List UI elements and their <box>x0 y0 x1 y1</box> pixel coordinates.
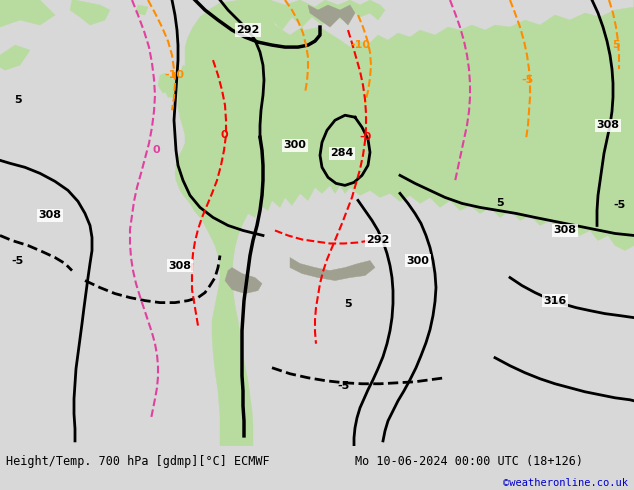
Text: 292: 292 <box>236 25 260 35</box>
Text: -10: -10 <box>164 70 184 80</box>
Text: 316: 316 <box>543 295 567 306</box>
Polygon shape <box>302 27 332 45</box>
Polygon shape <box>175 0 634 446</box>
Polygon shape <box>135 5 148 15</box>
Polygon shape <box>290 258 375 281</box>
Text: -5: -5 <box>338 381 350 391</box>
Text: 5: 5 <box>344 298 352 309</box>
Polygon shape <box>70 0 110 25</box>
Text: 308: 308 <box>39 210 61 221</box>
Text: 308: 308 <box>597 120 619 130</box>
Text: -5: -5 <box>12 255 24 266</box>
Text: Height/Temp. 700 hPa [gdmp][°C] ECMWF: Height/Temp. 700 hPa [gdmp][°C] ECMWF <box>6 455 270 468</box>
Text: 5: 5 <box>612 40 620 50</box>
Polygon shape <box>308 5 355 27</box>
Text: 5: 5 <box>14 95 22 105</box>
Text: 292: 292 <box>366 236 390 245</box>
Text: 284: 284 <box>330 148 354 158</box>
Polygon shape <box>158 73 172 93</box>
Text: 300: 300 <box>283 140 306 150</box>
Text: -5: -5 <box>614 200 626 210</box>
Polygon shape <box>0 0 55 27</box>
Text: 0: 0 <box>220 130 228 140</box>
Text: Mo 10-06-2024 00:00 UTC (18+126): Mo 10-06-2024 00:00 UTC (18+126) <box>355 455 583 468</box>
Text: -5: -5 <box>522 75 534 85</box>
Text: -10: -10 <box>350 40 370 50</box>
Polygon shape <box>268 0 385 30</box>
Text: 0: 0 <box>152 146 160 155</box>
Polygon shape <box>0 45 30 70</box>
Text: ©weatheronline.co.uk: ©weatheronline.co.uk <box>503 478 628 489</box>
Text: 308: 308 <box>169 261 191 270</box>
Text: 308: 308 <box>553 225 576 236</box>
Polygon shape <box>225 268 262 294</box>
Text: 5: 5 <box>496 198 504 208</box>
Polygon shape <box>178 65 200 107</box>
Polygon shape <box>164 77 178 97</box>
Text: 300: 300 <box>406 255 429 266</box>
Text: -0: -0 <box>359 132 371 142</box>
